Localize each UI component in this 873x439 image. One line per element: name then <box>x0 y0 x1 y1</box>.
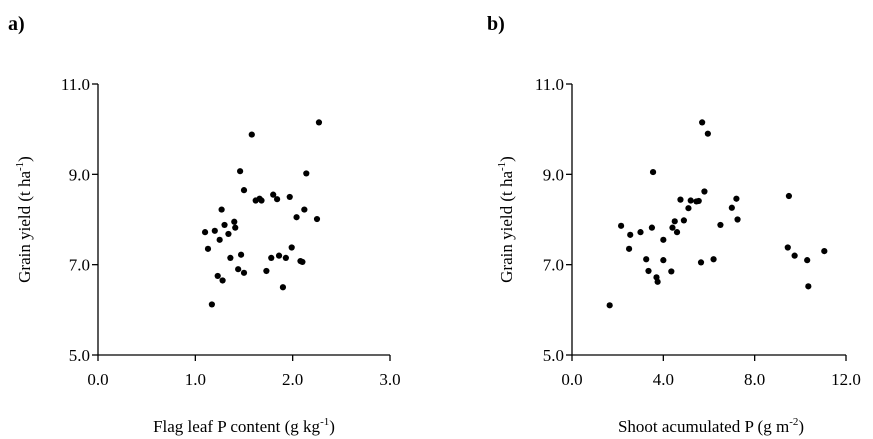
data-point <box>654 278 661 285</box>
y-tick-label: 9.0 <box>543 165 564 184</box>
data-point <box>268 254 275 261</box>
data-point <box>637 229 644 236</box>
data-point <box>697 259 705 266</box>
data-point <box>649 168 657 176</box>
data-point <box>645 267 652 275</box>
data-point <box>699 119 706 126</box>
data-point <box>301 206 308 213</box>
data-point <box>227 254 234 261</box>
data-point <box>704 130 711 137</box>
data-point <box>695 197 702 205</box>
data-point <box>805 283 812 290</box>
y-axis-title: Grain yield (t ha-1) <box>496 156 516 283</box>
chart-panel-b: b) 5.0 7.0 9.0 11.0 0.0 4.0 8.0 12.0 Shoot acumul… <box>487 13 861 436</box>
data-point <box>669 224 676 231</box>
data-point <box>201 229 209 236</box>
data-point <box>258 197 265 204</box>
y-tick-label: 11.0 <box>535 75 564 94</box>
data-point <box>240 269 248 276</box>
data-point <box>784 244 791 251</box>
y-tick-label: 5.0 <box>69 346 90 365</box>
data-point <box>315 119 323 126</box>
y-tick-label: 7.0 <box>543 256 564 275</box>
data-point <box>710 256 717 263</box>
x-tick-label: 0.0 <box>561 370 582 389</box>
data-point <box>685 205 692 212</box>
data-point <box>627 231 634 238</box>
x-tick-label: 0.0 <box>87 370 108 389</box>
x-tick-label: 2.0 <box>282 370 303 389</box>
data-point <box>617 222 625 229</box>
chart-panel-a: a) 5.0 7.0 9.0 11.0 0.0 1.0 2.0 3.0 Flag leaf P c… <box>8 13 401 436</box>
data-point <box>237 168 244 175</box>
y-tick-label: 9.0 <box>69 165 90 184</box>
data-point <box>231 218 238 225</box>
y-tick-label: 7.0 <box>69 256 90 275</box>
data-point <box>218 206 225 213</box>
data-point <box>313 215 321 223</box>
x-tick-label: 3.0 <box>379 370 400 389</box>
data-point <box>237 251 245 258</box>
data-point <box>270 191 277 198</box>
data-point <box>668 268 675 275</box>
data-point <box>671 218 678 225</box>
data-point <box>701 188 708 195</box>
data-point <box>687 197 694 204</box>
data-point <box>299 258 306 266</box>
data-point <box>282 254 289 261</box>
data-point <box>225 230 232 238</box>
data-point <box>211 227 218 234</box>
data-point <box>303 170 310 177</box>
data-point <box>235 266 242 273</box>
x-tick-label: 12.0 <box>831 370 861 389</box>
data-point <box>643 256 650 263</box>
data-point <box>734 216 741 223</box>
data-point <box>791 252 798 259</box>
data-point <box>240 187 248 194</box>
data-point <box>728 204 735 211</box>
x-axis-title: Shoot acumulated P (g m-2) <box>618 416 804 436</box>
data-point <box>821 248 828 255</box>
data-point <box>677 196 684 203</box>
data-point <box>248 131 255 138</box>
data-point <box>221 221 228 229</box>
data-point <box>204 245 212 252</box>
data-point <box>606 302 613 309</box>
data-point <box>733 195 740 202</box>
data-point <box>717 221 724 229</box>
y-tick-label: 11.0 <box>61 75 90 94</box>
data-point <box>293 214 300 221</box>
data-point <box>288 244 295 251</box>
data-point <box>785 192 793 200</box>
data-point <box>273 196 281 203</box>
data-point <box>286 193 293 201</box>
data-point <box>625 245 633 252</box>
data-point <box>216 236 223 243</box>
data-point <box>208 301 215 308</box>
x-tick-label: 1.0 <box>185 370 206 389</box>
y-axis-title: Grain yield (t ha-1) <box>14 156 34 283</box>
x-axis-title: Flag leaf P content (g kg-1) <box>153 416 335 436</box>
data-point <box>804 257 811 264</box>
panel-label: a) <box>8 13 25 35</box>
data-point <box>680 217 687 224</box>
data-point <box>279 284 287 291</box>
panel-label: b) <box>487 13 505 35</box>
data-point <box>673 229 681 236</box>
x-tick-label: 8.0 <box>744 370 765 389</box>
data-point <box>263 267 270 275</box>
data-point <box>232 224 239 231</box>
data-point <box>648 224 656 231</box>
x-tick-label: 4.0 <box>653 370 674 389</box>
y-tick-label: 5.0 <box>543 346 564 365</box>
data-point <box>219 277 226 284</box>
data-point <box>660 236 667 243</box>
data-point <box>660 257 667 264</box>
data-point <box>214 272 221 280</box>
data-point <box>275 252 283 259</box>
